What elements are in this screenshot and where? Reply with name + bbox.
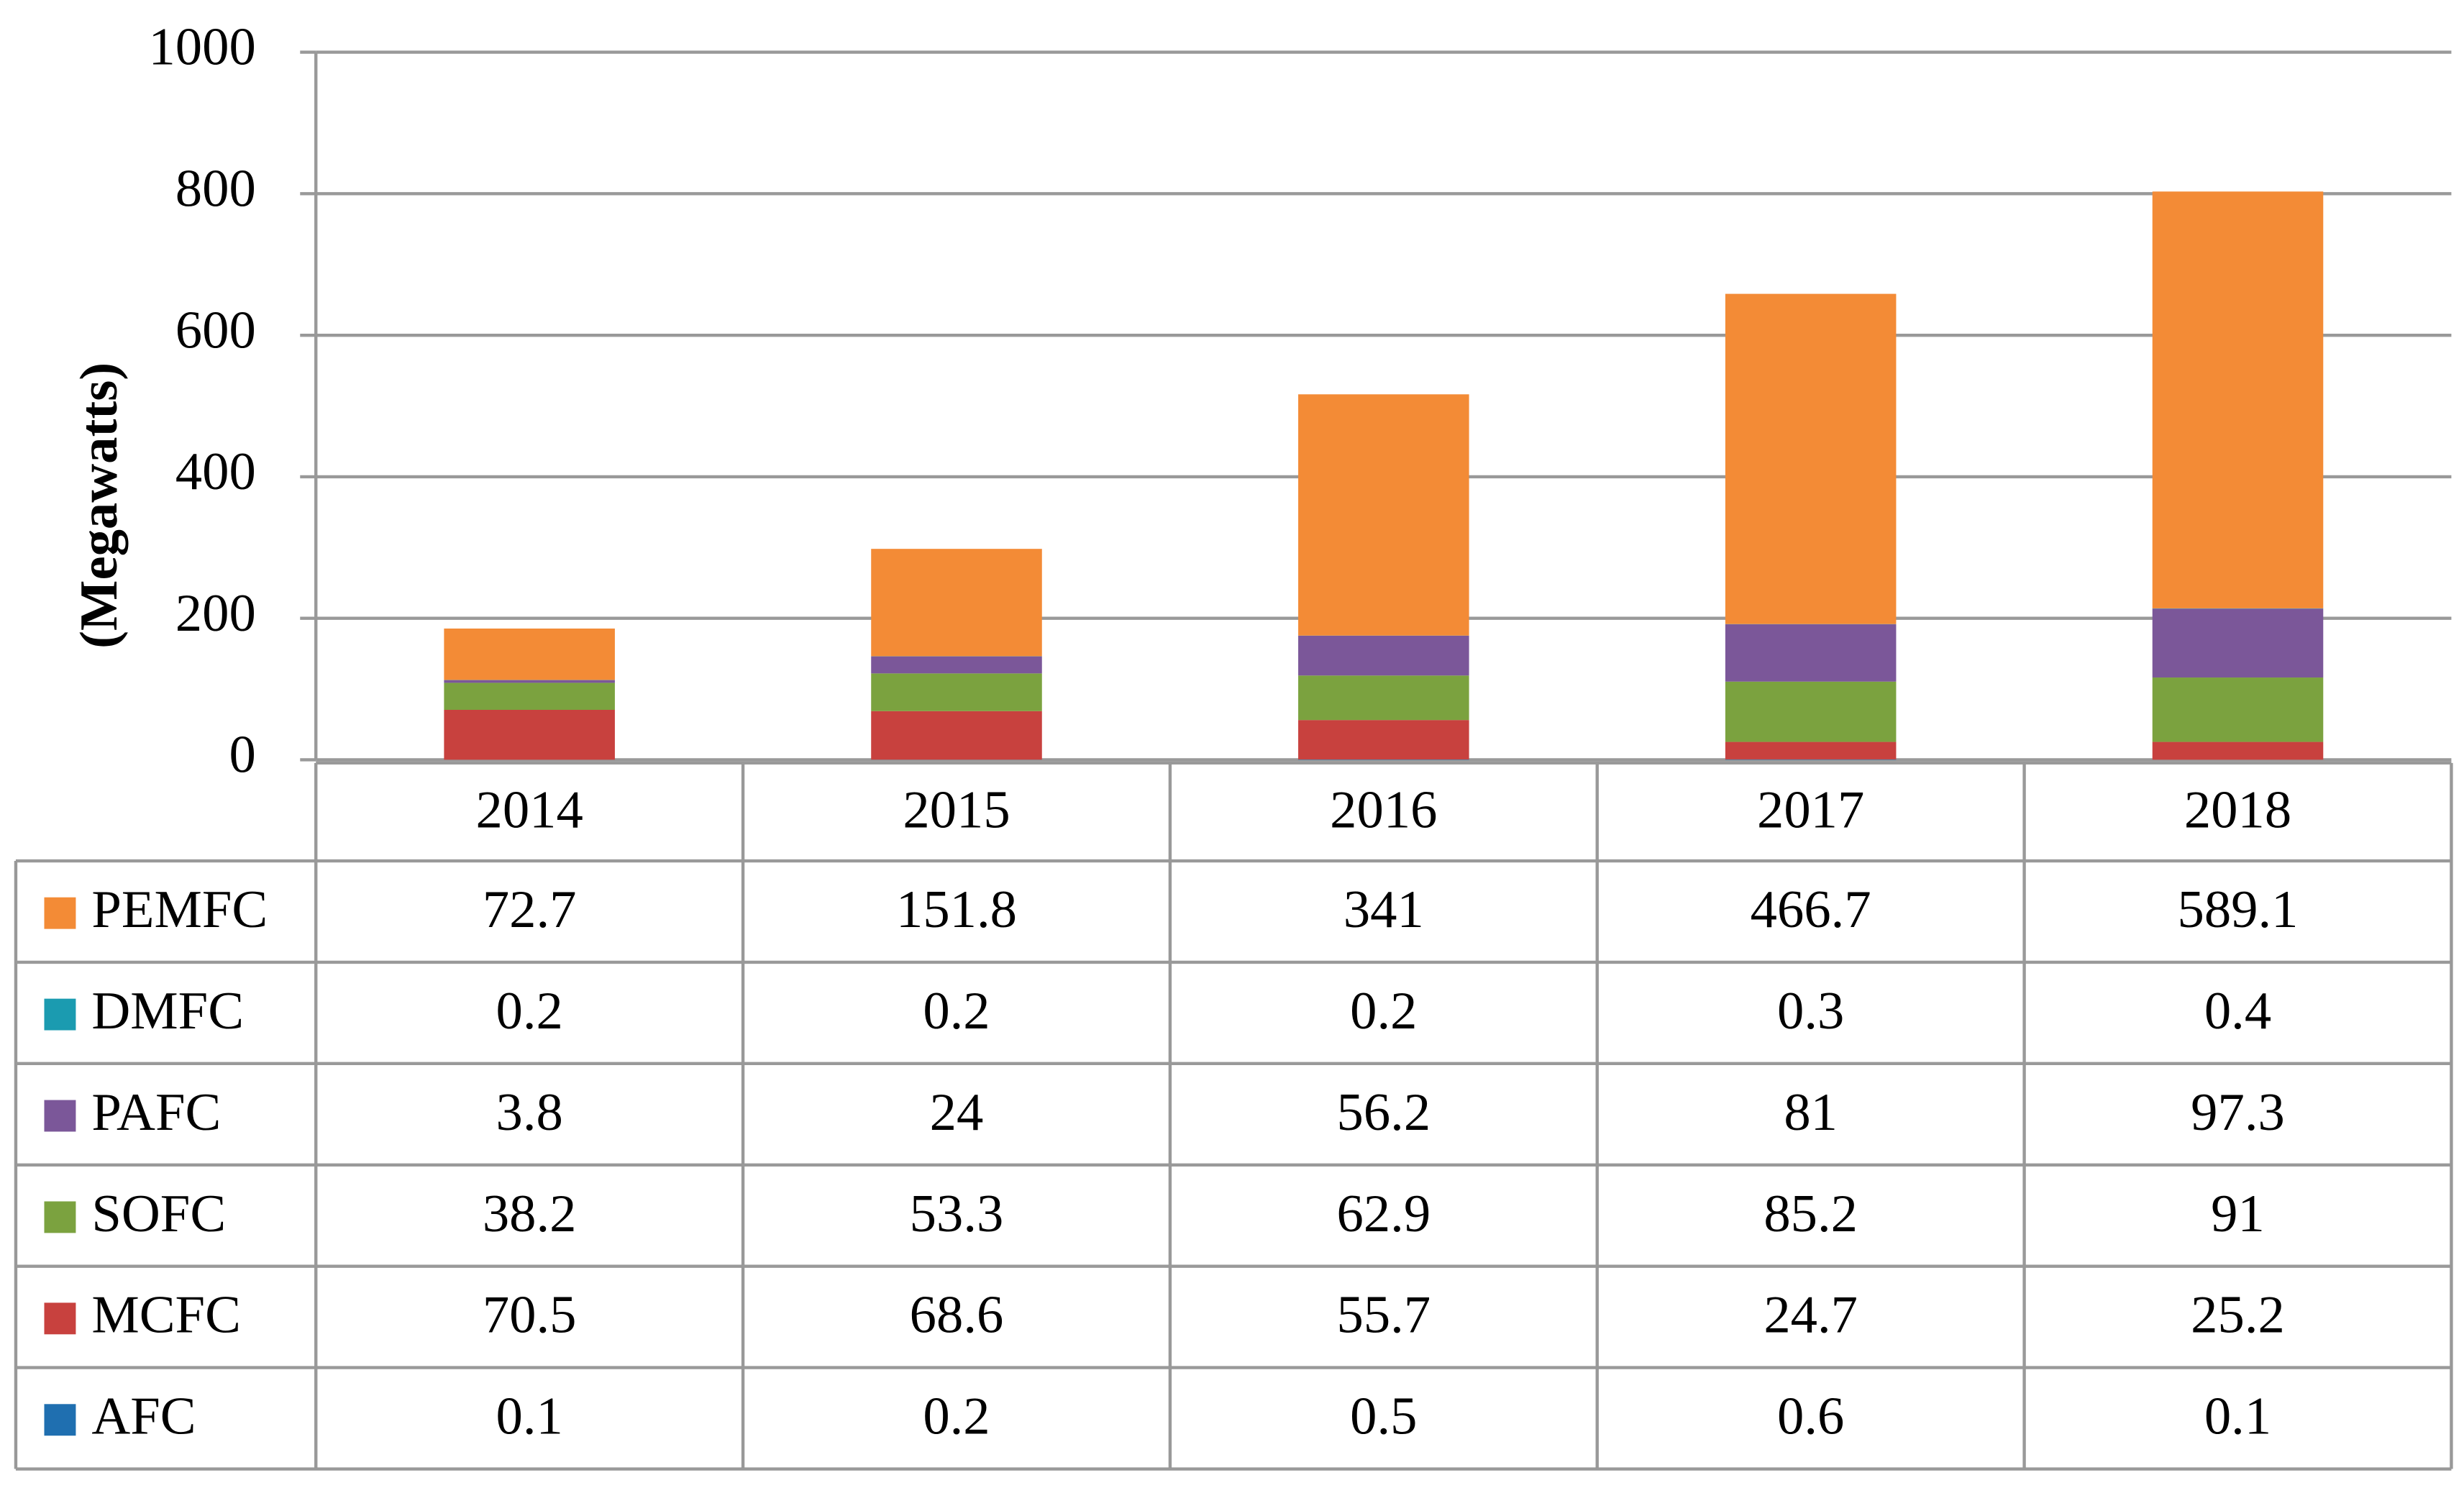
x-tick-label: 2015 — [903, 780, 1010, 839]
bar-segment — [444, 680, 615, 683]
table-value: 56.2 — [1337, 1082, 1431, 1142]
bar-segment — [871, 549, 1042, 657]
bar-segment — [1725, 293, 1897, 624]
table-value: 97.3 — [2191, 1082, 2285, 1142]
bar-segment — [444, 628, 615, 680]
table-value: 0.5 — [1350, 1387, 1417, 1446]
table-value: 0.4 — [2204, 981, 2271, 1041]
y-tick-label: 600 — [175, 300, 256, 360]
legend-swatch — [44, 1302, 76, 1335]
bar-segment — [1298, 635, 1469, 676]
table-value: 72.7 — [483, 880, 577, 939]
bar-segment — [1298, 720, 1469, 759]
legend-label: MCFC — [91, 1285, 240, 1345]
table-value: 85.2 — [1763, 1184, 1858, 1243]
bar-segment — [1725, 759, 1897, 760]
table-value: 151.8 — [896, 880, 1017, 939]
table-value: 70.5 — [483, 1285, 577, 1345]
legend-label: SOFC — [91, 1184, 226, 1243]
bar-segment — [1298, 675, 1469, 721]
x-tick-label: 2016 — [1330, 780, 1437, 839]
table-value: 0.2 — [1350, 981, 1417, 1041]
y-tick-label: 800 — [175, 159, 256, 219]
table-value: 0.2 — [496, 981, 562, 1041]
bar-segment — [2152, 191, 2324, 608]
legend-swatch — [44, 1201, 76, 1233]
y-axis-label: (Megawatts) — [69, 362, 129, 649]
legend-swatch — [44, 897, 76, 929]
table-value: 24.7 — [1763, 1285, 1858, 1345]
table-value: 25.2 — [2191, 1285, 2285, 1345]
table-value: 0.2 — [923, 981, 990, 1041]
table-value: 91 — [2211, 1184, 2265, 1243]
bar-segment — [871, 711, 1042, 760]
table-value: 341 — [1343, 880, 1424, 939]
legend-swatch — [44, 1404, 76, 1436]
table-value: 53.3 — [910, 1184, 1004, 1243]
legend-swatch — [44, 998, 76, 1031]
bar-segment — [1725, 681, 1897, 742]
bar-segment — [2152, 741, 2324, 760]
table-value: 68.6 — [910, 1285, 1004, 1345]
table-value: 589.1 — [2178, 880, 2299, 939]
y-tick-label: 400 — [175, 442, 256, 501]
table-value: 81 — [1784, 1082, 1838, 1142]
bar-segment — [871, 656, 1042, 674]
table-value: 0.2 — [923, 1387, 990, 1446]
table-value: 62.9 — [1337, 1184, 1431, 1243]
x-tick-label: 2018 — [2184, 780, 2291, 839]
bar-segment — [871, 673, 1042, 711]
table-value: 0.1 — [496, 1387, 562, 1446]
x-tick-label: 2014 — [475, 780, 583, 839]
table-value: 0.6 — [1777, 1387, 1844, 1446]
y-tick-label: 1000 — [148, 17, 255, 77]
table-value: 0.1 — [2204, 1387, 2271, 1446]
table-value: 3.8 — [496, 1082, 562, 1142]
legend-label: PAFC — [91, 1082, 221, 1142]
legend-swatch — [44, 1100, 76, 1132]
y-tick-label: 0 — [229, 725, 255, 785]
y-tick-label: 200 — [175, 583, 256, 643]
bar-segment — [2152, 677, 2324, 742]
bar-segment — [444, 683, 615, 710]
table-value: 55.7 — [1337, 1285, 1431, 1345]
table-value: 24 — [930, 1082, 984, 1142]
bar-segment — [1725, 624, 1897, 682]
x-tick-label: 2017 — [1757, 780, 1864, 839]
table-value: 38.2 — [483, 1184, 577, 1243]
bar-segment — [1298, 394, 1469, 636]
bar-segment — [1725, 741, 1897, 759]
bar-segment — [444, 709, 615, 760]
legend-label: PEMFC — [91, 880, 268, 939]
legend-label: DMFC — [91, 981, 244, 1041]
legend-label: AFC — [91, 1387, 196, 1446]
table-value: 466.7 — [1751, 880, 1871, 939]
bar-segment — [2152, 608, 2324, 678]
table-value: 0.3 — [1777, 981, 1844, 1041]
